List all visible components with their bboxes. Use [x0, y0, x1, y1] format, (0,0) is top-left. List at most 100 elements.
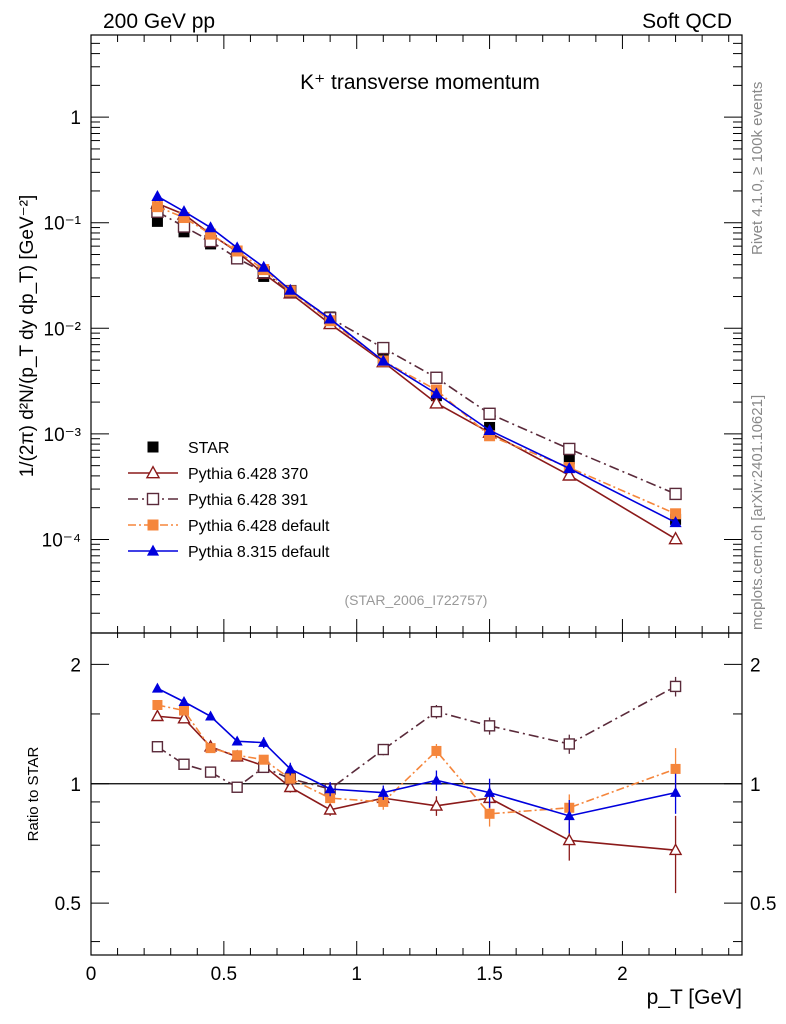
data-point-P8 — [257, 260, 270, 272]
series-line-P8 — [157, 195, 676, 524]
series-P391 — [151, 205, 682, 501]
data-point-P8 — [377, 354, 390, 366]
legend-item-P6def: Pythia 6.428 default — [128, 518, 330, 535]
ratio-point-P6def — [285, 773, 296, 784]
series-P8 — [151, 189, 682, 528]
ratio-point-P391 — [151, 741, 164, 753]
ratio-point-P370 — [177, 711, 191, 724]
ratio-point-P6def — [378, 796, 389, 807]
ratio-point-P8 — [430, 774, 442, 785]
ratio-tick-label-right: 1 — [750, 775, 761, 796]
data-point-P370 — [429, 395, 444, 409]
ratio-tick-label: 2 — [70, 655, 81, 676]
ratio-frame — [90, 632, 743, 956]
legend-label: STAR — [188, 440, 229, 457]
mcplots-note: mcplots.cern.ch [arXiv:2401.10621] — [749, 395, 766, 630]
legend-marker — [147, 519, 159, 531]
header-left: 200 GeV pp — [103, 10, 215, 33]
ratio-line-P8 — [157, 687, 676, 817]
ratio-tick-label: 1 — [70, 775, 81, 796]
data-point-P6def — [205, 228, 217, 240]
ratio-point-P391 — [377, 743, 389, 756]
data-point-P391 — [563, 442, 576, 456]
legend-label: Pythia 8.315 default — [188, 544, 330, 561]
ratio-point-P391 — [563, 738, 575, 750]
ratio-point-P391 — [430, 705, 443, 718]
legend: STAR Pythia 6.428 370 Pythia 6.428 391 Pyth… — [128, 440, 330, 561]
ratio-series-group — [150, 676, 683, 894]
data-point-P8 — [231, 241, 244, 253]
data-point-P370 — [668, 531, 683, 545]
ratio-series-P6def — [152, 699, 681, 827]
data-point-P8 — [151, 189, 164, 201]
axis-ticks: 0 0.5 1 1.5 2 10⁻⁴ 10⁻³ 10⁻² 10⁻¹ 1 0.5 0.5 1 1 2 2 — [42, 34, 776, 985]
legend-label: Pythia 6.428 391 — [188, 492, 308, 509]
ratio-point-P8 — [231, 735, 243, 746]
ratio-tick-label: 0.5 — [55, 894, 81, 915]
ratio-point-P370 — [283, 780, 297, 793]
ratio-series-P8 — [151, 682, 682, 834]
data-point-P8 — [563, 462, 576, 474]
data-point-P391 — [377, 341, 390, 355]
ratio-point-P391 — [669, 680, 682, 693]
ratio-axis-label: Ratio to STAR — [25, 746, 42, 841]
data-point-P6def — [670, 508, 682, 520]
x-tick-label: 0.5 — [211, 964, 237, 985]
ratio-point-P8 — [563, 810, 575, 821]
data-point-P8 — [669, 516, 682, 528]
ratio-point-P6def — [431, 745, 442, 756]
ratio-point-P391 — [231, 781, 243, 793]
ratio-point-P391 — [178, 758, 190, 770]
ratio-point-P370 — [429, 798, 444, 811]
ratio-point-P8 — [178, 696, 190, 707]
ratio-point-P6def — [232, 750, 243, 761]
y-tick-label: 10⁻⁴ — [42, 530, 81, 551]
ratio-point-P6def — [205, 743, 216, 754]
ratio-point-P370 — [668, 842, 683, 856]
legend-marker — [146, 492, 160, 506]
ratio-point-P391 — [483, 720, 496, 732]
legend-marker — [147, 441, 159, 453]
ratio-point-P8 — [377, 786, 389, 797]
data-point-P391 — [483, 407, 496, 420]
ratio-series-P370 — [150, 709, 683, 894]
x-tick-label: 1 — [351, 964, 362, 985]
data-point-P8 — [430, 387, 443, 399]
data-point-P8 — [324, 312, 337, 324]
ratio-line-P391 — [156, 685, 676, 790]
data-point-P391 — [430, 371, 443, 384]
header-right: Soft QCD — [642, 10, 732, 33]
x-tick-label: 1.5 — [476, 964, 502, 985]
ratio-point-P6def — [325, 793, 336, 804]
legend-item-P8: Pythia 8.315 default — [128, 544, 330, 561]
ratio-point-P6def — [152, 699, 163, 710]
ratio-point-P8 — [484, 786, 496, 797]
data-point-P6def — [484, 430, 496, 442]
data-point-STAR — [563, 453, 575, 465]
ratio-point-P370 — [562, 833, 576, 846]
data-point-P370 — [562, 467, 577, 481]
legend-item-STAR: STAR — [147, 440, 229, 457]
chart-subtitle: (STAR_2006_I722757) — [345, 592, 488, 608]
y-tick-label: 10⁻¹ — [44, 214, 82, 235]
data-point-P8 — [483, 424, 496, 436]
ratio-point-P8 — [324, 783, 336, 794]
data-point-P6def — [151, 201, 163, 213]
ratio-point-P6def — [179, 705, 189, 716]
ratio-line-P6def — [157, 704, 676, 815]
main-series-group — [150, 189, 683, 545]
ratio-point-P6def — [258, 754, 269, 765]
legend-label: Pythia 6.428 default — [188, 518, 330, 535]
y-tick-label: 10⁻² — [44, 319, 82, 340]
legend-marker — [146, 544, 160, 556]
y-tick-label: 10⁻³ — [44, 425, 82, 446]
y-tick-label: 1 — [70, 108, 81, 129]
ratio-point-P8 — [151, 682, 163, 693]
ratio-point-P8 — [670, 786, 682, 797]
data-point-P6def — [178, 212, 190, 224]
legend-marker — [145, 465, 161, 479]
ratio-point-P370 — [323, 802, 337, 815]
ratio-point-P391 — [204, 766, 217, 778]
legend-label: Pythia 6.428 370 — [188, 466, 308, 483]
